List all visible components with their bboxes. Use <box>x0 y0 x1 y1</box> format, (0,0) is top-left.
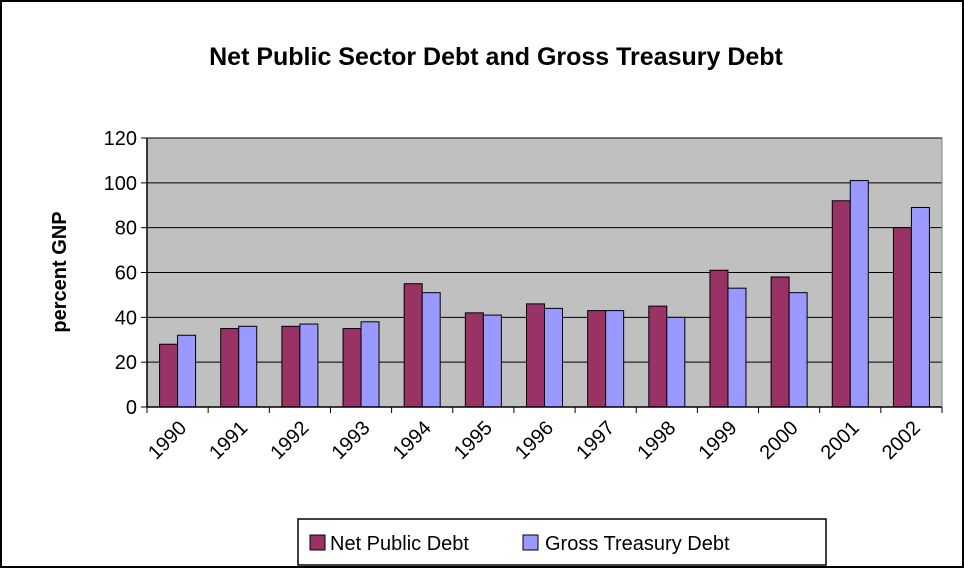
bar-net-public-debt-2002 <box>892 227 912 408</box>
bar-gross-treasury-debt-1990 <box>177 334 197 408</box>
y-tick-label-40: 40 <box>115 307 137 329</box>
y-tick-label-20: 20 <box>115 352 137 374</box>
bar-gross-treasury-debt-1995 <box>482 314 502 408</box>
bar-net-public-debt-1991 <box>220 328 240 408</box>
bar-net-public-debt-1994 <box>403 283 423 408</box>
bar-net-public-debt-1995 <box>464 312 484 408</box>
bar-net-public-debt-1998 <box>648 305 668 408</box>
bar-gross-treasury-debt-2002 <box>910 206 930 408</box>
bar-gross-treasury-debt-1991 <box>238 325 258 408</box>
legend-swatch-gross-treasury-debt <box>522 534 539 551</box>
bar-net-public-debt-2000 <box>770 276 790 408</box>
bar-gross-treasury-debt-1992 <box>299 323 319 408</box>
chart-title: Net Public Sector Debt and Gross Treasur… <box>209 43 783 71</box>
bar-net-public-debt-1996 <box>526 303 545 408</box>
legend-box <box>297 518 827 566</box>
bar-gross-treasury-debt-1999 <box>727 287 747 408</box>
bar-gross-treasury-debt-1997 <box>605 310 625 408</box>
bar-gross-treasury-debt-2000 <box>788 292 808 408</box>
legend-swatch-net-public-debt <box>309 534 326 551</box>
bar-net-public-debt-1990 <box>159 343 179 408</box>
legend-label-net-public-debt: Net Public Debt <box>330 533 469 555</box>
bars <box>159 180 930 408</box>
bar-gross-treasury-debt-1993 <box>360 321 380 408</box>
bar-net-public-debt-1999 <box>709 269 729 408</box>
bar-net-public-debt-1992 <box>281 325 301 408</box>
y-tick-label-120: 120 <box>104 128 137 150</box>
bar-gross-treasury-debt-1996 <box>544 307 563 408</box>
bar-net-public-debt-1997 <box>587 310 607 408</box>
legend-label-gross-treasury-debt: Gross Treasury Debt <box>545 533 730 555</box>
y-tick-label-80: 80 <box>115 218 137 240</box>
y-tick-label-0: 0 <box>126 397 137 419</box>
y-tick-label-100: 100 <box>104 173 137 195</box>
y-axis-label: percent GNP <box>49 211 71 332</box>
bar-net-public-debt-1993 <box>342 328 362 408</box>
bar-net-public-debt-2001 <box>831 200 851 408</box>
y-tick-label-60: 60 <box>115 263 137 285</box>
y-tick-labels: 0 20 40 60 80 100 120 <box>104 128 137 419</box>
bar-gross-treasury-debt-1998 <box>666 316 686 408</box>
bar-gross-treasury-debt-1994 <box>421 292 441 408</box>
axes <box>141 137 943 413</box>
bar-gross-treasury-debt-2001 <box>849 180 869 408</box>
legend: Net Public Debt Gross Treasury Debt <box>297 518 827 566</box>
